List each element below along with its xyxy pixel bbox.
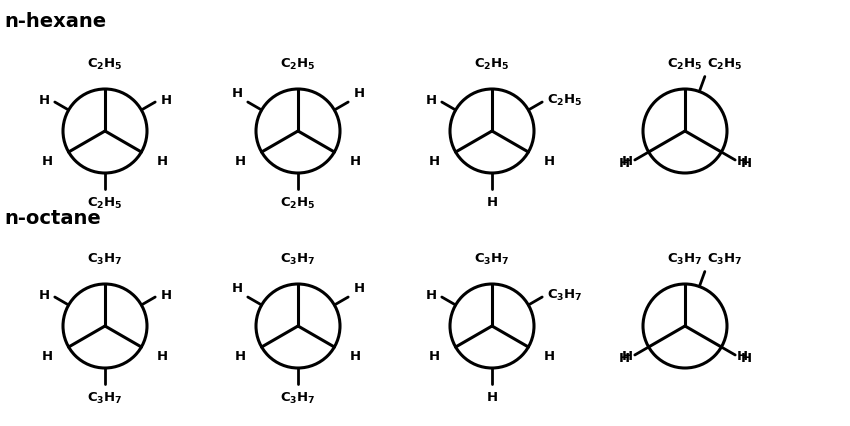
- Text: $\mathbf{C_2H_5}$: $\mathbf{C_2H_5}$: [667, 57, 703, 72]
- Text: n-hexane: n-hexane: [4, 12, 106, 31]
- Text: H: H: [235, 349, 246, 363]
- Text: n-octane: n-octane: [4, 208, 101, 227]
- Text: $\mathbf{C_3H_7}$: $\mathbf{C_3H_7}$: [667, 252, 703, 267]
- Text: H: H: [38, 288, 49, 301]
- Text: H: H: [429, 155, 440, 168]
- Text: $\mathbf{C_2H_5}$: $\mathbf{C_2H_5}$: [88, 196, 123, 210]
- Text: H: H: [42, 349, 54, 363]
- Text: H: H: [740, 157, 751, 170]
- Text: H: H: [42, 155, 54, 168]
- Text: $\mathbf{C_2H_5}$: $\mathbf{C_2H_5}$: [280, 57, 316, 72]
- Text: $\mathbf{C_3H_7}$: $\mathbf{C_3H_7}$: [280, 390, 316, 405]
- Text: H: H: [349, 349, 360, 363]
- Text: H: H: [38, 93, 49, 106]
- Text: $\mathbf{C_3H_7}$: $\mathbf{C_3H_7}$: [547, 287, 583, 302]
- Text: $\mathbf{C_2H_5}$: $\mathbf{C_2H_5}$: [280, 196, 316, 210]
- Text: $\mathbf{C_3H_7}$: $\mathbf{C_3H_7}$: [88, 390, 122, 405]
- Text: H: H: [231, 87, 243, 100]
- Text: H: H: [156, 349, 167, 363]
- Text: H: H: [544, 349, 555, 363]
- Text: H: H: [622, 155, 633, 168]
- Text: H: H: [426, 288, 437, 301]
- Text: H: H: [429, 349, 440, 363]
- Text: H: H: [235, 155, 246, 168]
- Text: $\mathbf{C_3H_7}$: $\mathbf{C_3H_7}$: [280, 252, 316, 267]
- Text: $\mathbf{C_2H_5}$: $\mathbf{C_2H_5}$: [547, 92, 583, 107]
- Text: H: H: [426, 93, 437, 106]
- Text: H: H: [619, 157, 630, 170]
- Text: H: H: [354, 87, 365, 100]
- Text: H: H: [740, 351, 751, 365]
- Text: H: H: [161, 288, 172, 301]
- Text: H: H: [161, 93, 172, 106]
- Text: H: H: [349, 155, 360, 168]
- Text: H: H: [737, 349, 748, 363]
- Text: H: H: [622, 349, 633, 363]
- Text: H: H: [486, 390, 497, 403]
- Text: $\mathbf{C_2H_5}$: $\mathbf{C_2H_5}$: [707, 57, 743, 72]
- Text: H: H: [354, 282, 365, 294]
- Text: $\mathbf{C_3H_7}$: $\mathbf{C_3H_7}$: [707, 251, 742, 266]
- Text: $\mathbf{C_2H_5}$: $\mathbf{C_2H_5}$: [88, 57, 123, 72]
- Text: H: H: [544, 155, 555, 168]
- Text: $\mathbf{C_3H_7}$: $\mathbf{C_3H_7}$: [474, 252, 510, 267]
- Text: H: H: [619, 351, 630, 365]
- Text: H: H: [231, 282, 243, 294]
- Text: $\mathbf{C_2H_5}$: $\mathbf{C_2H_5}$: [474, 57, 510, 72]
- Text: H: H: [156, 155, 167, 168]
- Text: H: H: [737, 155, 748, 168]
- Text: $\mathbf{C_3H_7}$: $\mathbf{C_3H_7}$: [88, 252, 122, 267]
- Text: H: H: [486, 196, 497, 208]
